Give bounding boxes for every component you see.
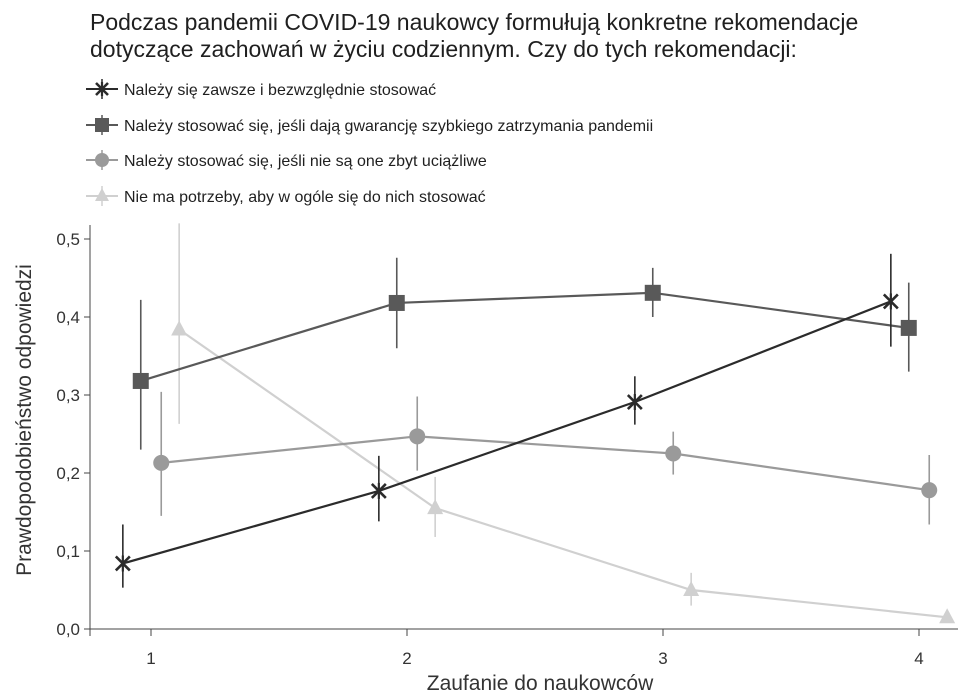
x-tick-label-4: 4 — [914, 649, 923, 668]
series-4-point-2 — [427, 499, 444, 515]
series-1-point-4 — [882, 293, 899, 310]
legend-item-2: Należy stosować się, jeśli dają gwarancj… — [86, 115, 653, 135]
chart-title-line-1: Podczas pandemii COVID-19 naukowcy formu… — [90, 9, 858, 35]
y-axis-title: Prawdopodobieństwo odpowiedzi — [13, 264, 36, 576]
legend-label-3: Należy stosować się, jeśli nie są one zb… — [124, 153, 487, 170]
legend: Należy się zawsze i bezwzględnie stosowa… — [86, 79, 653, 206]
x-axis-title: Zaufanie do naukowców — [427, 672, 654, 695]
series-1-point-2 — [370, 482, 387, 499]
series-2-point-1 — [132, 372, 149, 389]
series-4-line — [178, 328, 948, 619]
chart-title-line-2: dotyczące zachowań w życiu codziennym. C… — [90, 36, 797, 62]
legend-label-2: Należy stosować się, jeśli dają gwarancj… — [124, 118, 653, 135]
series-4 — [171, 223, 956, 624]
y-ticks: 0,0 0,1 0,2 0,3 0,4 0,5 — [56, 230, 90, 639]
series-3-point-2 — [409, 428, 426, 445]
y-tick-label-1: 0,1 — [56, 542, 80, 561]
series-4-point-4 — [939, 608, 956, 624]
series-4-point-1 — [171, 320, 188, 336]
plot-area — [114, 223, 956, 624]
series-2-point-3 — [644, 284, 661, 301]
series-2-line — [140, 291, 909, 383]
series-1-point-3 — [626, 394, 643, 411]
y-tick-label-4: 0,4 — [56, 308, 80, 327]
x-tick-label-1: 1 — [146, 649, 155, 668]
series-4-point-3 — [683, 581, 700, 596]
legend-item-3: Należy stosować się, jeśli nie są one zb… — [86, 150, 487, 170]
series-3-point-1 — [153, 454, 170, 471]
y-tick-label-0: 0,0 — [56, 620, 80, 639]
legend-item-4: Nie ma potrzeby, aby w ogóle się do nich… — [86, 186, 486, 206]
series-1 — [114, 253, 899, 588]
legend-label-4: Nie ma potrzeby, aby w ogóle się do nich… — [124, 189, 486, 206]
series-3-point-3 — [665, 445, 682, 462]
legend-marker-3 — [95, 153, 109, 167]
series-3 — [153, 391, 938, 525]
legend-item-1: Należy się zawsze i bezwzględnie stosowa… — [86, 79, 436, 99]
legend-marker-1 — [95, 82, 109, 96]
series-1-line — [122, 300, 892, 565]
x-tick-label-2: 2 — [402, 649, 411, 668]
series-2-point-4 — [900, 319, 917, 336]
x-ticks: 1 2 3 4 — [146, 629, 924, 668]
axes — [89, 225, 958, 636]
x-tick-label-3: 3 — [658, 649, 667, 668]
y-tick-label-3: 0,3 — [56, 386, 80, 405]
legend-marker-4 — [95, 188, 109, 201]
legend-marker-2 — [95, 118, 109, 132]
series-1-point-1 — [114, 555, 131, 572]
y-tick-label-2: 0,2 — [56, 464, 80, 483]
y-tick-label-5: 0,5 — [56, 230, 80, 249]
legend-label-1: Należy się zawsze i bezwzględnie stosowa… — [124, 82, 436, 99]
series-2-point-2 — [388, 294, 405, 311]
series-3-point-4 — [921, 482, 938, 499]
series-3-line — [161, 435, 930, 492]
series-2 — [132, 257, 917, 450]
